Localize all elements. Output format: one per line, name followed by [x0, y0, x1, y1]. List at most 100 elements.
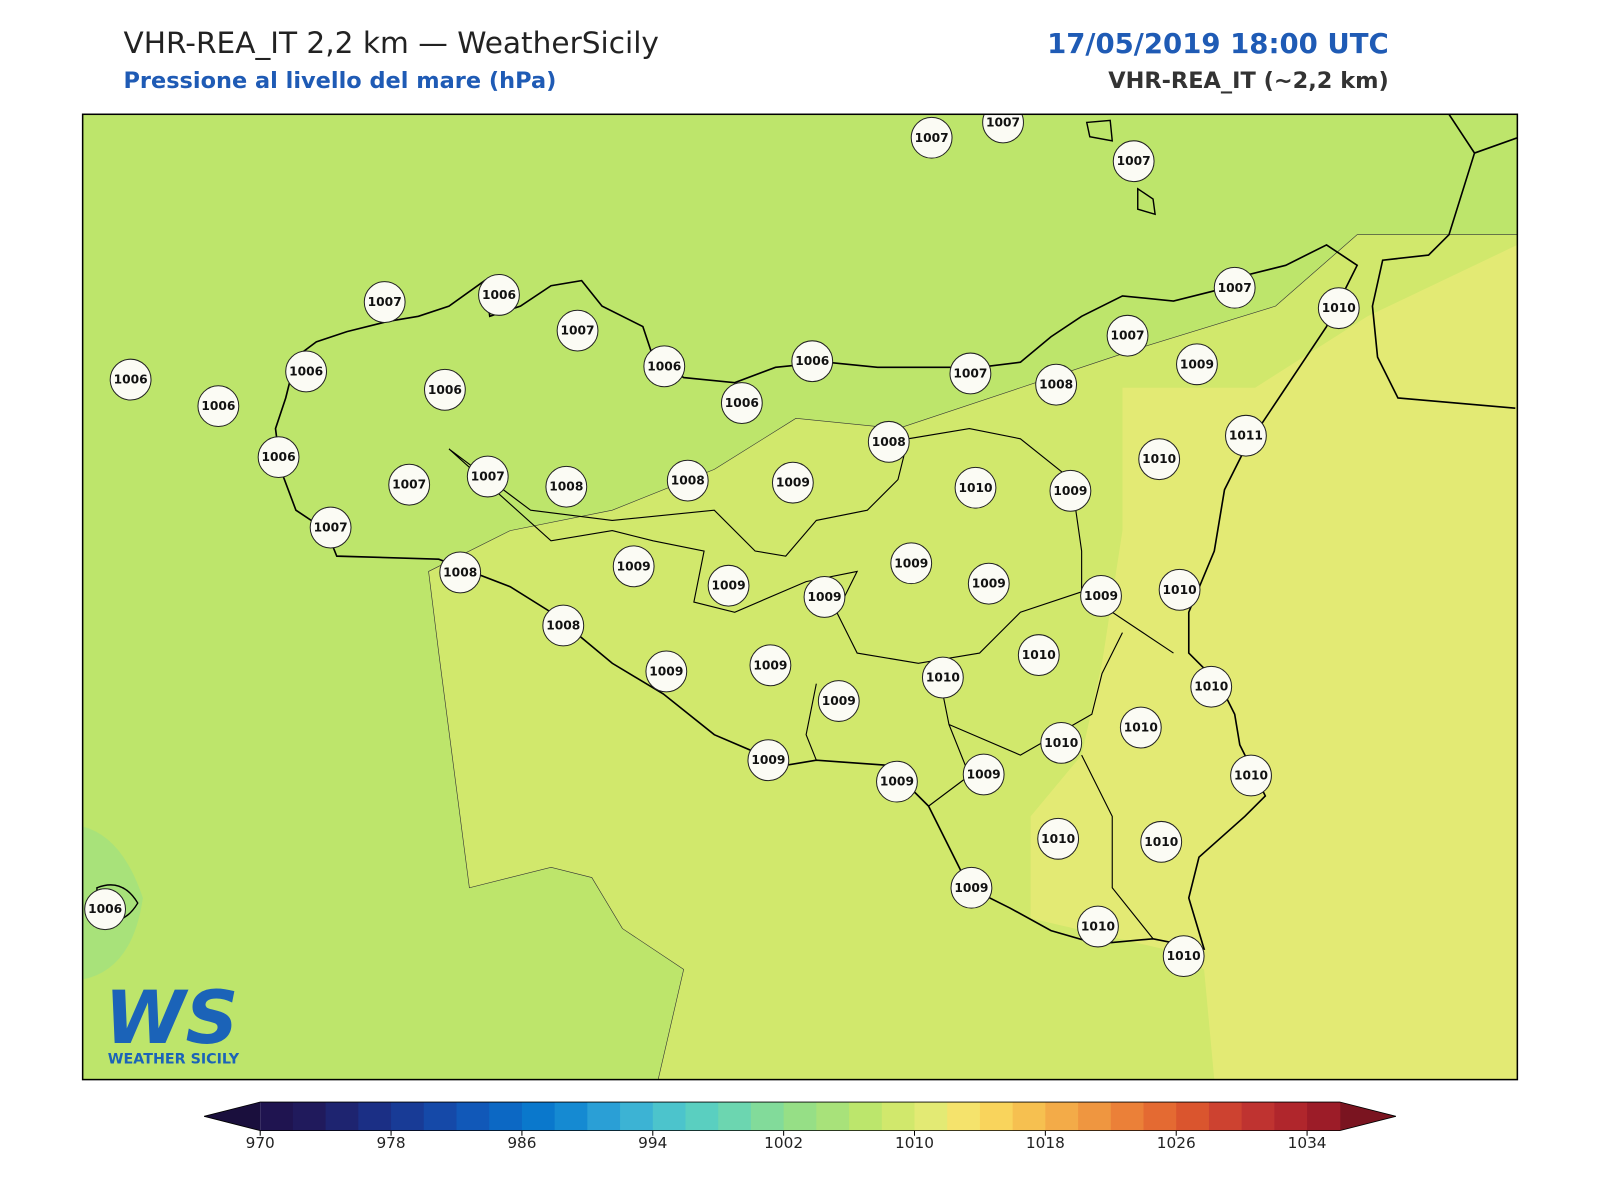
station-value: 1010: [926, 671, 960, 685]
station-value: 1009: [617, 559, 651, 573]
station-marker: [109, 358, 152, 401]
colorbar-band: [292, 1102, 327, 1131]
station-marker: [1230, 754, 1272, 797]
colorbar-band: [1241, 1102, 1275, 1131]
station-value: 1010: [1322, 301, 1356, 315]
station-marker: [1213, 266, 1256, 309]
station-marker: [542, 604, 585, 647]
colorbar-band: [1274, 1102, 1308, 1131]
station-marker: [890, 542, 933, 585]
station-marker: [1106, 314, 1149, 357]
colorbar-band: [620, 1102, 654, 1131]
station-value: 1006: [289, 364, 323, 378]
logo-initials: WS: [104, 976, 238, 1061]
colorbar-under: [204, 1102, 261, 1131]
station-marker: [1080, 575, 1122, 617]
station-marker: [1017, 634, 1060, 677]
station-marker: [954, 466, 997, 509]
station-marker: [1040, 721, 1083, 764]
subtitle: Pressione al livello del mare (hPa): [123, 68, 556, 94]
station-value: 1009: [776, 476, 810, 490]
station-value: 1007: [471, 470, 505, 484]
station-value: 1006: [482, 288, 516, 302]
station-value: 1009: [967, 767, 1001, 781]
station-marker: [285, 350, 328, 393]
station-value: 1010: [1044, 736, 1078, 750]
station-value: 1006: [201, 399, 235, 413]
station-marker: [867, 420, 910, 463]
colorbar-band: [652, 1102, 687, 1131]
station-marker: [666, 459, 709, 502]
station-marker: [1035, 363, 1078, 406]
station-marker: [363, 281, 406, 323]
station-marker: [309, 506, 352, 549]
station-value: 1007: [1117, 154, 1151, 168]
station-value: 1009: [649, 664, 683, 678]
station-marker: [749, 644, 792, 687]
colorbar: 970 978 986 994 1002 1010 1018 1026 1034: [203, 1101, 1397, 1152]
station-marker: [1049, 469, 1092, 512]
station-marker: [967, 562, 1010, 605]
station-marker: [556, 309, 599, 352]
station-value: 1006: [88, 902, 122, 916]
colorbar-band: [1045, 1102, 1079, 1131]
station-value: 1010: [1022, 648, 1056, 662]
station-marker: [747, 739, 790, 782]
station-marker: [1140, 820, 1183, 863]
station-marker: [1176, 343, 1218, 386]
station-value: 1010: [1081, 920, 1115, 934]
station-marker: [771, 461, 814, 504]
colorbar-band: [1307, 1102, 1341, 1131]
station-marker: [817, 680, 860, 722]
colorbar-band: [554, 1102, 588, 1131]
station-value: 1009: [1180, 357, 1214, 371]
station-value: 1008: [546, 619, 580, 633]
colorbar-band: [456, 1102, 490, 1131]
station-value: 1006: [725, 396, 759, 410]
station-value: 1008: [1039, 378, 1073, 392]
station-value: 1010: [1142, 452, 1176, 466]
colorbar-tick-label: 970: [246, 1134, 275, 1152]
station-marker: [950, 866, 993, 909]
colorbar-tick-label: 978: [376, 1134, 405, 1152]
station-marker: [803, 576, 846, 618]
station-marker: [1162, 935, 1205, 978]
station-marker: [1317, 287, 1360, 330]
station-value: 1009: [751, 753, 785, 767]
station-value: 1007: [561, 324, 595, 338]
station-value: 1009: [753, 658, 787, 672]
station-value: 1006: [795, 354, 829, 368]
colorbar-outline: [203, 1101, 1397, 1132]
calabria-coast: [1371, 114, 1518, 409]
station-value: 1010: [1124, 721, 1158, 735]
station-marker: [1138, 438, 1181, 481]
colorbar-band: [260, 1102, 294, 1131]
station-value: 1008: [671, 474, 705, 488]
station-marker: [643, 345, 686, 388]
station-value: 1009: [894, 556, 928, 570]
logo: WS WEATHER SICILY: [104, 976, 239, 1067]
station-value: 1007: [915, 131, 949, 145]
colorbar-tick-label: 1026: [1157, 1134, 1196, 1152]
colorbar-band: [750, 1102, 785, 1131]
datetime: 17/05/2019 18:00 UTC: [1047, 28, 1389, 60]
station-value: 1010: [1041, 832, 1075, 846]
station-value: 1006: [428, 383, 462, 397]
station-value: 1006: [262, 450, 296, 464]
station-marker: [1190, 665, 1233, 708]
map-area: 1007 1007 1007 1006 1006 1006 1007 1006 1007 1006…: [82, 114, 1518, 1080]
colorbar-band: [947, 1102, 981, 1131]
station-value: 1007: [953, 366, 987, 380]
station-value: 1007: [368, 295, 402, 309]
station-value: 1006: [647, 359, 681, 373]
station-marker: [423, 368, 466, 411]
station-value: 1010: [1167, 949, 1201, 963]
station-marker: [612, 545, 655, 588]
colorbar-band: [979, 1102, 1014, 1131]
station-value: 1008: [549, 480, 583, 494]
logo-name: WEATHER SICILY: [108, 1051, 240, 1067]
station-value: 1007: [986, 115, 1020, 129]
colorbar-tick-label: 1018: [1026, 1134, 1065, 1152]
station-marker: [720, 382, 763, 424]
station-value: 1009: [807, 590, 841, 604]
